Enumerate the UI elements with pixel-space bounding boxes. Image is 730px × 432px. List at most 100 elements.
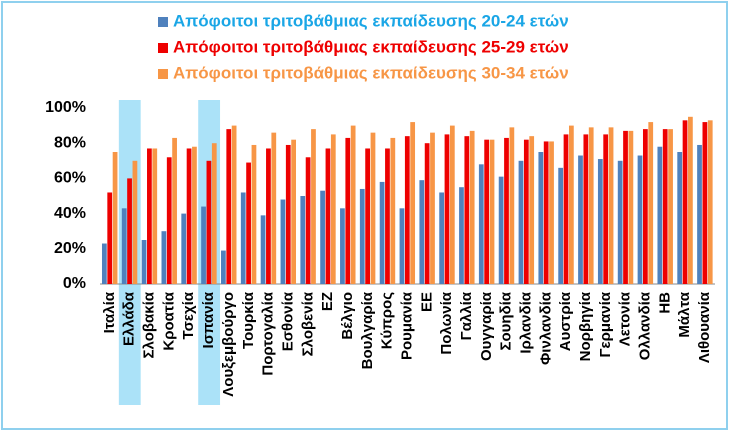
bar bbox=[370, 132, 376, 284]
bar bbox=[320, 190, 325, 284]
x-tick-label: Σουηδία bbox=[498, 291, 515, 350]
x-tick-label: Εσθονία bbox=[279, 291, 296, 351]
y-tick-label: 100% bbox=[45, 99, 86, 116]
bar bbox=[518, 160, 524, 284]
x-tick-label: Αυστρία bbox=[557, 291, 574, 351]
bar bbox=[101, 243, 107, 284]
bar bbox=[538, 152, 544, 284]
bar bbox=[464, 136, 470, 284]
x-tick-label: Πορτογαλία bbox=[260, 291, 277, 375]
bar bbox=[424, 143, 430, 284]
y-tick-label: 40% bbox=[54, 205, 86, 222]
x-tick-label: Ουγγαρία bbox=[478, 291, 495, 361]
legend-swatch bbox=[158, 69, 168, 79]
x-tick-label: Τσεχία bbox=[180, 291, 197, 339]
bar bbox=[648, 122, 654, 284]
bar bbox=[430, 132, 435, 284]
bar bbox=[226, 129, 232, 284]
x-tick-label: Κροατία bbox=[160, 291, 177, 350]
bar bbox=[628, 130, 634, 284]
bar bbox=[583, 134, 589, 284]
bar bbox=[449, 125, 455, 284]
bar bbox=[549, 141, 554, 284]
bar bbox=[523, 139, 529, 284]
bar bbox=[260, 215, 266, 284]
bar bbox=[578, 155, 583, 284]
legend-label: Απόφοιτοι τριτοβάθμιας εκπαίδευσης 20-24… bbox=[173, 11, 569, 30]
bar bbox=[251, 144, 257, 284]
bar bbox=[147, 148, 152, 284]
x-tick-label: ΕΕ bbox=[418, 292, 435, 312]
x-tick-label: Βέλγιο bbox=[339, 292, 356, 340]
legend-label: Απόφοιτοι τριτοβάθμιας εκπαίδευσης 25-29… bbox=[173, 37, 569, 56]
y-tick-label: 0% bbox=[63, 275, 86, 292]
bar bbox=[697, 144, 702, 284]
legend-label: Απόφοιτοι τριτοβάθμιας εκπαίδευσης 30-34… bbox=[173, 63, 569, 82]
x-tick-label: Ρουμανία bbox=[398, 291, 415, 360]
bar bbox=[484, 139, 490, 284]
x-tick-label: Ιταλία bbox=[101, 291, 118, 333]
bar bbox=[311, 129, 316, 284]
bar bbox=[623, 130, 628, 284]
x-tick-label: Ολλανδία bbox=[637, 291, 654, 360]
bar bbox=[677, 152, 683, 284]
x-tick-label: ΗΒ bbox=[656, 292, 673, 314]
bar bbox=[399, 208, 405, 284]
bar bbox=[206, 160, 212, 284]
bar bbox=[543, 141, 549, 284]
bar bbox=[211, 143, 217, 284]
bar bbox=[529, 136, 535, 284]
bar bbox=[127, 178, 132, 284]
x-tick-label: Ελλάδα bbox=[121, 291, 138, 346]
x-tick-label: Φινλανδία bbox=[537, 291, 554, 365]
bar bbox=[498, 176, 504, 284]
bar bbox=[588, 127, 594, 284]
x-tick-label: Λετονία bbox=[617, 291, 634, 346]
bar bbox=[662, 129, 668, 284]
bar bbox=[246, 162, 251, 284]
bar bbox=[192, 146, 197, 284]
bar bbox=[291, 139, 297, 284]
bar bbox=[231, 125, 237, 284]
bar bbox=[181, 213, 187, 284]
bar bbox=[608, 127, 614, 284]
bar bbox=[141, 240, 147, 284]
bar bbox=[221, 250, 226, 284]
x-tick-label: Ιρλανδία bbox=[518, 291, 535, 353]
bar bbox=[390, 137, 396, 284]
bar bbox=[563, 134, 569, 284]
bar bbox=[617, 160, 623, 284]
bar bbox=[478, 164, 484, 284]
legend-swatch bbox=[158, 43, 168, 53]
bar bbox=[459, 187, 464, 284]
y-tick-label: 80% bbox=[54, 134, 86, 151]
bar bbox=[186, 148, 192, 284]
bar bbox=[379, 181, 385, 284]
bar bbox=[132, 160, 138, 284]
bar bbox=[657, 146, 663, 284]
bar bbox=[166, 157, 172, 284]
bar bbox=[504, 137, 509, 284]
bar bbox=[359, 188, 365, 284]
x-tick-label: Μάλτα bbox=[676, 291, 693, 337]
bar bbox=[172, 137, 177, 284]
x-tick-label: Σλοβενία bbox=[299, 291, 316, 356]
bar bbox=[642, 129, 648, 284]
bar bbox=[266, 148, 271, 284]
bar bbox=[121, 208, 127, 284]
x-tick-label: Ισπανία bbox=[200, 291, 217, 348]
bar bbox=[280, 199, 286, 284]
bar bbox=[702, 122, 708, 284]
bar bbox=[340, 208, 345, 284]
bar bbox=[682, 120, 688, 284]
bar bbox=[597, 159, 603, 284]
bar bbox=[558, 167, 564, 284]
x-tick-label: Πολωνία bbox=[438, 291, 455, 354]
bar bbox=[161, 231, 167, 284]
x-tick-label: Λουξεμβούργο bbox=[220, 292, 237, 397]
legend-swatch bbox=[158, 17, 168, 27]
bar bbox=[404, 136, 410, 284]
x-tick-label: Γαλλία bbox=[458, 291, 475, 340]
y-tick-label: 60% bbox=[54, 170, 86, 187]
